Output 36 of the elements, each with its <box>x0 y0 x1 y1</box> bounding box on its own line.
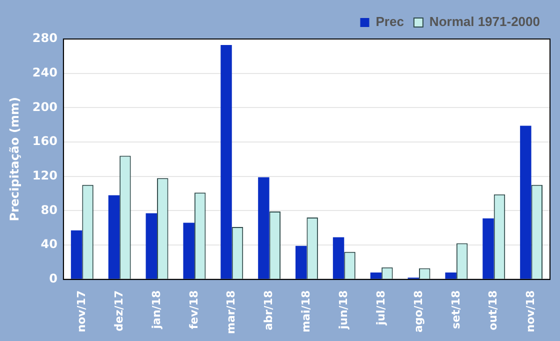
y-tick-label: 200 <box>32 100 58 114</box>
x-tick-label: jan/18 <box>150 290 163 330</box>
bar <box>220 45 232 279</box>
bar <box>370 272 382 279</box>
bar <box>70 230 82 279</box>
y-tick-label: 120 <box>32 168 58 182</box>
y-tick-label: 240 <box>32 65 58 80</box>
bar <box>146 213 158 279</box>
x-tick-label: nov/18 <box>524 290 538 332</box>
bar <box>183 222 194 279</box>
x-tick-label: dez/17 <box>112 290 126 332</box>
x-tick-label: out/18 <box>486 290 500 330</box>
bar <box>482 218 494 279</box>
bar <box>520 126 532 279</box>
x-tick-label: fev/18 <box>187 290 200 330</box>
bar <box>332 237 344 279</box>
legend-label: Prec <box>376 14 404 30</box>
bar <box>258 177 270 279</box>
y-tick-label: 280 <box>32 31 58 46</box>
y-tick-label: 160 <box>32 134 58 148</box>
x-tick-label: jun/18 <box>337 290 350 330</box>
x-tick-label: mai/18 <box>300 290 313 332</box>
x-tick-label: abr/18 <box>262 290 276 330</box>
x-tick-label: nov/17 <box>75 290 88 332</box>
y-tick-label: 0 <box>49 271 58 286</box>
legend-label: Normal 1971-2000 <box>429 14 540 30</box>
bar <box>295 246 307 279</box>
x-tick-label: mar/18 <box>224 290 238 334</box>
x-tick-label: jul/18 <box>374 290 388 326</box>
x-tick-label: set/18 <box>449 290 462 329</box>
y-axis-title: Precipitação (mm) <box>7 97 22 222</box>
y-tick-label: 40 <box>40 237 58 252</box>
bar <box>108 195 120 279</box>
bar <box>445 272 456 279</box>
y-tick-label: 80 <box>40 202 58 217</box>
x-tick-label: ago/18 <box>412 290 425 333</box>
